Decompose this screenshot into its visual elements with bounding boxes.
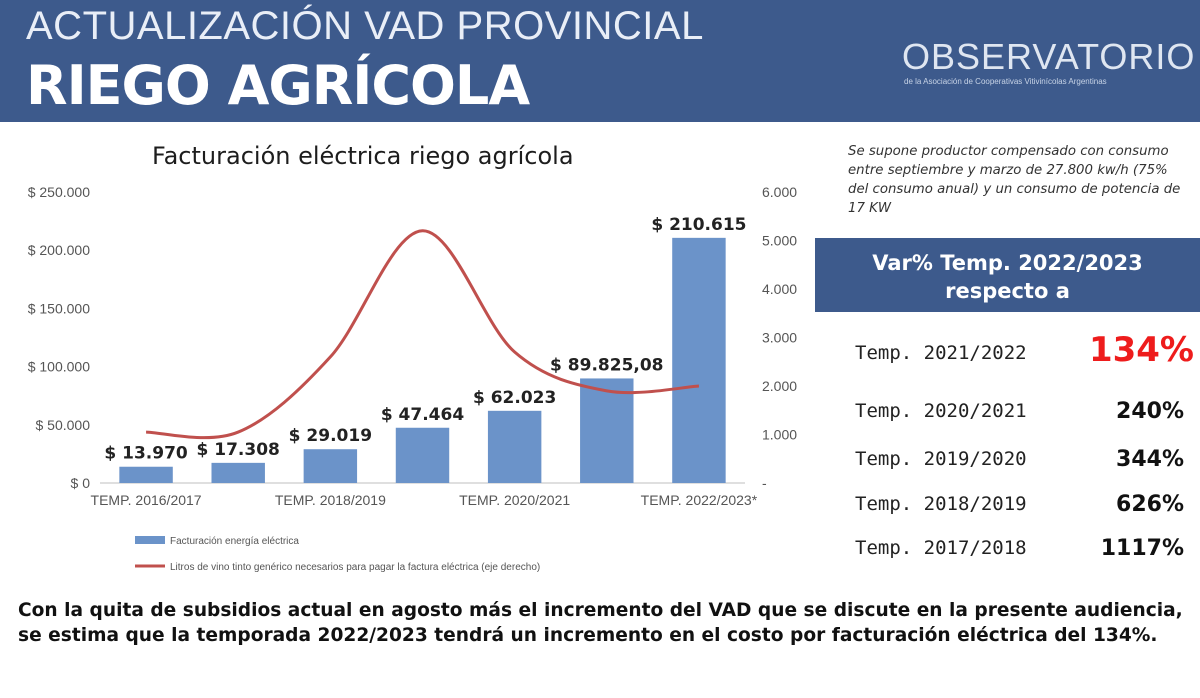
variation-header-line1: Var% Temp. 2022/2023: [872, 251, 1143, 275]
bar-data-label: $ 17.308: [197, 440, 280, 460]
y-axis-right-tick-label: 1.000: [762, 427, 797, 443]
x-axis-tick-label: TEMP. 2020/2021: [459, 492, 570, 508]
bar: [119, 466, 173, 483]
bar: [672, 237, 726, 483]
bar: [580, 378, 634, 483]
variation-row-label: Temp. 2017/2018: [855, 537, 1027, 559]
x-axis-tick-label: TEMP. 2018/2019: [275, 492, 386, 508]
variation-row-label: Temp. 2020/2021: [855, 400, 1027, 422]
variation-row-value: 240%: [1116, 399, 1184, 424]
legend-bar-label: Facturación energía eléctrica: [170, 536, 299, 547]
header-banner: ACTUALIZACIÓN VAD PROVINCIAL RIEGO AGRÍC…: [0, 0, 1200, 122]
bar-data-label: $ 29.019: [289, 426, 372, 446]
y-axis-left-tick-label: $ 150.000: [28, 300, 90, 316]
header-title: RIEGO AGRÍCOLA: [26, 54, 530, 117]
variation-row: Temp. 2017/2018 1117%: [855, 527, 1200, 565]
bar-data-label: $ 47.464: [381, 405, 465, 425]
bar-data-label: $ 13.970: [104, 444, 188, 464]
variation-row-value: 1117%: [1100, 536, 1184, 561]
y-axis-right-tick-label: 3.000: [762, 330, 797, 346]
bar-data-label: $ 62.023: [473, 388, 556, 408]
variation-row: Temp. 2021/2022 134%: [855, 330, 1200, 370]
y-axis-right-tick-label: 2.000: [762, 378, 797, 394]
y-axis-right-tick-label: 5.000: [762, 233, 797, 249]
observatorio-logo-subtitle: de la Asociación de Cooperativas Vitivin…: [904, 77, 1107, 86]
y-axis-left-tick-label: $ 50.000: [36, 417, 91, 433]
legend-line-label: Litros de vino tinto genérico necesarios…: [170, 562, 540, 573]
bar: [303, 449, 358, 483]
y-axis-right-tick-label: 6.000: [762, 184, 797, 200]
footer-text: Con la quita de subsidios actual en agos…: [18, 600, 1183, 646]
y-axis-left-tick-label: $ 100.000: [28, 359, 90, 375]
y-axis-left-tick-label: $ 250.000: [28, 184, 90, 200]
variation-row-value: 344%: [1116, 447, 1184, 472]
billing-chart: $ 0 $ 50.000 $ 100.000 $ 150.000 $ 200.000 $ …: [28, 184, 798, 573]
bar: [487, 410, 542, 483]
variation-row: Temp. 2020/2021 240%: [855, 390, 1200, 428]
variation-header: Var% Temp. 2022/2023 respecto a: [815, 238, 1200, 312]
variation-row-label: Temp. 2019/2020: [855, 448, 1027, 470]
variation-header-line2: respecto a: [945, 279, 1070, 303]
assumption-note: Se supone productor compensado con consu…: [848, 144, 1181, 216]
bar: [395, 427, 450, 483]
variation-row: Temp. 2019/2020 344%: [855, 438, 1200, 476]
bar-data-label: $ 210.615: [651, 215, 746, 235]
variation-row-label: Temp. 2021/2022: [855, 342, 1027, 364]
observatorio-logo: OBSERVATORIO: [902, 36, 1196, 77]
y-axis-left-tick-label: $ 0: [71, 475, 91, 491]
y-axis-right-tick-label: 4.000: [762, 281, 797, 297]
chart-title: Facturación eléctrica riego agrícola: [152, 142, 574, 170]
legend-bar-swatch: [135, 536, 165, 544]
y-axis-right-tick-label: -: [762, 475, 767, 491]
x-axis-tick-label: TEMP. 2016/2017: [91, 492, 202, 508]
header-supertitle: ACTUALIZACIÓN VAD PROVINCIAL: [26, 4, 704, 48]
variation-row: Temp. 2018/2019 626%: [855, 483, 1200, 521]
x-axis-tick-label: TEMP. 2022/2023*: [641, 492, 758, 508]
variation-row-value: 626%: [1116, 492, 1184, 517]
variation-row-value: 134%: [1088, 330, 1194, 370]
bar: [211, 462, 265, 483]
wine-liters-line: [146, 229, 700, 440]
variation-row-label: Temp. 2018/2019: [855, 493, 1027, 515]
y-axis-left-tick-label: $ 200.000: [28, 242, 90, 258]
bar-data-label: $ 89.825,08: [550, 355, 663, 375]
